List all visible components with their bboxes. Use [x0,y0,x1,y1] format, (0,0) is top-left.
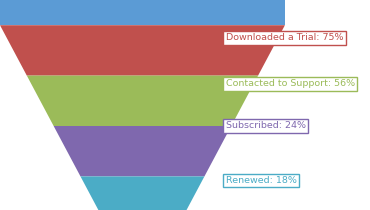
Polygon shape [27,76,258,126]
Polygon shape [0,0,285,25]
Text: Downloaded a Trial: 75%: Downloaded a Trial: 75% [226,33,343,42]
Text: Renewed: 18%: Renewed: 18% [226,176,297,185]
Polygon shape [0,25,285,76]
Polygon shape [54,126,231,176]
Text: Contacted to Support: 56%: Contacted to Support: 56% [226,80,355,88]
Text: Subscribed: 24%: Subscribed: 24% [226,122,306,130]
Polygon shape [81,176,204,210]
